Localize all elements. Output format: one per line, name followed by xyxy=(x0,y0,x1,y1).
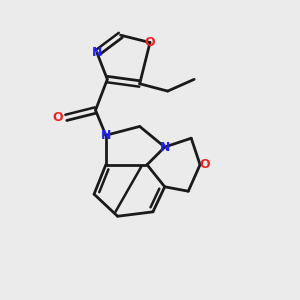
Text: N: N xyxy=(160,141,170,154)
Text: O: O xyxy=(199,158,210,171)
Text: O: O xyxy=(52,111,63,124)
Text: N: N xyxy=(100,129,111,142)
Text: O: O xyxy=(145,36,155,49)
Text: N: N xyxy=(92,46,102,59)
